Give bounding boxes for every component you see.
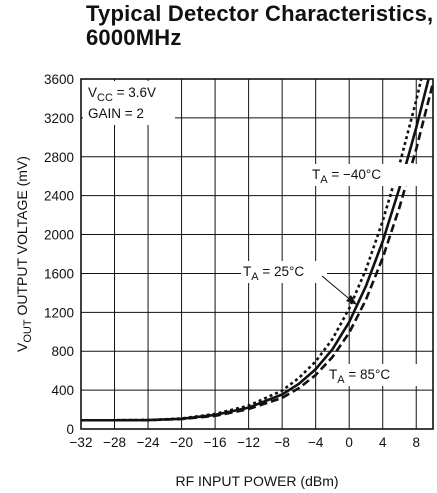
y-tick-label: 400	[51, 383, 74, 398]
y-tick-label: 2800	[44, 150, 74, 165]
x-tick-label: 4	[379, 435, 387, 450]
y-tick-label: 1200	[44, 305, 74, 320]
y-tick-label: 3200	[44, 111, 74, 126]
x-tick-label: −12	[237, 435, 260, 450]
x-tick-labels: −32 −28 −24 −20 −16 −12 −8 −4 0 4 8	[70, 435, 420, 450]
x-tick-label: 0	[345, 435, 353, 450]
supply-voltage-label: VCC = 3.6V	[88, 85, 156, 104]
x-tick-label: −16	[204, 435, 227, 450]
series-line	[81, 79, 430, 422]
label-background	[310, 164, 418, 186]
chart-title-line-1: Typical Detector Characteristics,	[86, 1, 434, 26]
x-tick-label: −4	[308, 435, 324, 450]
series-lines	[81, 79, 433, 422]
x-tick-label: −20	[170, 435, 193, 450]
y-tick-labels: 0 400 800 1200 1600 2000 2400 2800 3200 3600	[44, 72, 74, 437]
gain-label: GAIN = 2	[88, 106, 144, 121]
series-label-minus40c: TA = −40°C	[312, 167, 381, 186]
x-tick-label: −8	[274, 435, 289, 450]
series-label-25c: TA = 25°C	[243, 264, 304, 283]
conditions-box	[83, 81, 175, 125]
y-axis-label: VOUT OUTPUT VOLTAGE (mV)	[14, 156, 34, 352]
x-tick-label: −28	[103, 435, 126, 450]
x-tick-label: −32	[70, 435, 93, 450]
y-tick-label: 2400	[44, 189, 74, 204]
y-tick-label: 1600	[44, 266, 74, 281]
chart-title: Typical Detector Characteristics, 6000MH…	[86, 2, 436, 50]
label-background	[327, 364, 417, 386]
plot-frame	[80, 78, 434, 430]
y-tick-label: 3600	[44, 72, 74, 87]
y-tick-label: 2000	[44, 228, 74, 243]
series-label-25c-leader	[321, 275, 354, 303]
y-tick-label: 0	[66, 422, 74, 437]
series-line	[81, 82, 433, 422]
series-label-25c-arrowhead	[346, 295, 357, 305]
label-background	[241, 261, 327, 283]
x-tick-label: 8	[412, 435, 420, 450]
y-tick-label: 800	[51, 344, 74, 359]
chart-title-line-2: 6000MHz	[86, 25, 182, 50]
series-label-85c: TA = 85°C	[329, 367, 390, 386]
x-axis-label: RF INPUT POWER (dBm)	[175, 473, 338, 489]
x-tick-label: −24	[137, 435, 160, 450]
